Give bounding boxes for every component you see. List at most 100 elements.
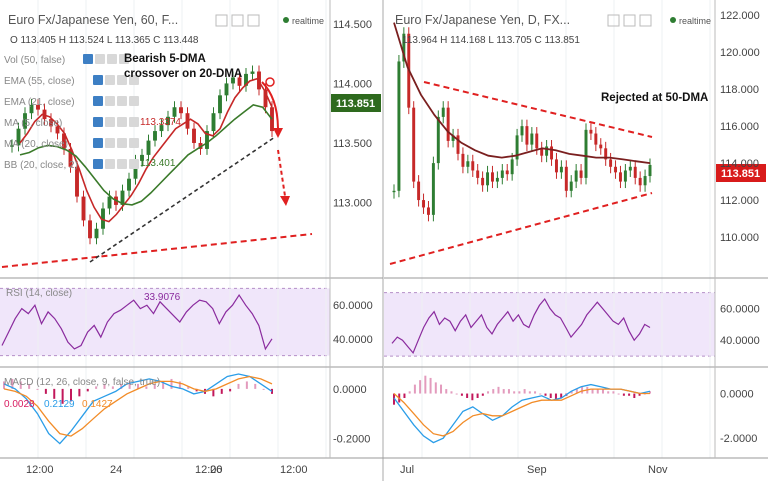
right-candle-body bbox=[431, 163, 435, 215]
left-indicator-control-icon bbox=[93, 117, 103, 127]
right-macd-hist-bar bbox=[513, 391, 516, 394]
right-macd-hist-bar bbox=[502, 389, 505, 394]
right-rsi-price-tick: 40.0000 bbox=[720, 335, 760, 347]
right-candle-body bbox=[633, 166, 637, 178]
bearish-annotation-line-2: crossover on 20-DMA bbox=[124, 68, 242, 80]
right-macd-hist-bar bbox=[460, 393, 463, 396]
left-candle-body bbox=[237, 77, 242, 86]
right-candle-body bbox=[505, 170, 509, 175]
right-price-tick: 114.000 bbox=[720, 158, 759, 170]
left-macd-hist-bar bbox=[162, 381, 165, 389]
right-macd-hist-bar bbox=[497, 386, 500, 394]
left-last-price-tag bbox=[331, 94, 381, 112]
left-signal-line bbox=[3, 375, 273, 437]
left-bearish-arrow-2 bbox=[277, 149, 286, 197]
left-candle-body bbox=[49, 119, 53, 127]
left-header-icon-1[interactable] bbox=[215, 14, 228, 27]
left-header-icon-3[interactable] bbox=[247, 14, 260, 27]
right-macd-hist-bar bbox=[601, 389, 604, 394]
right-candle-body bbox=[554, 159, 558, 173]
right-rsi-line bbox=[391, 297, 651, 355]
right-macd-hist-bar bbox=[445, 389, 448, 394]
left-macd-hist-bar bbox=[120, 383, 123, 389]
right-symbol-title: Euro Fx/Japanese Yen, D, FX... bbox=[395, 13, 570, 27]
right-macd-hist-bar bbox=[554, 393, 557, 401]
left-rsi-line bbox=[1, 294, 273, 351]
left-header-icon-2[interactable] bbox=[231, 14, 244, 27]
left-macd-hist-bar bbox=[128, 381, 131, 389]
right-macd-hist-bar bbox=[596, 389, 599, 394]
right-ma50-line bbox=[393, 22, 651, 164]
left-bearish-arrowhead-2 bbox=[280, 196, 290, 206]
right-macd-hist-bar bbox=[429, 377, 432, 394]
left-indicator-control-icon bbox=[129, 159, 139, 169]
left-macd-hist-value: 0.0028 bbox=[4, 399, 35, 410]
right-candle-body bbox=[436, 116, 440, 164]
right-candle-body bbox=[417, 181, 421, 201]
right-candle-body bbox=[515, 135, 519, 160]
left-indicator-control-icon bbox=[93, 138, 103, 148]
right-macd-hist-bar bbox=[403, 393, 406, 398]
left-price-tick: 114.500 bbox=[333, 19, 372, 31]
left-rising-trendline bbox=[89, 136, 276, 263]
right-candle-body bbox=[579, 170, 583, 178]
left-last-price: 113.851 bbox=[336, 98, 375, 110]
left-indicator-control-icon bbox=[105, 159, 115, 169]
left-time-tick: 24 bbox=[110, 464, 122, 476]
right-candle-body bbox=[495, 177, 499, 182]
left-macd-hist-bar bbox=[103, 383, 106, 389]
left-macd-line bbox=[3, 373, 273, 445]
left-candle-body bbox=[120, 190, 125, 205]
left-macd-hist-bar bbox=[36, 388, 39, 390]
left-macd-hist-bar bbox=[178, 381, 181, 389]
right-macd-hist-bar bbox=[622, 393, 625, 396]
bearish-annotation-line-1: Bearish 5-DMA bbox=[124, 53, 206, 65]
left-time-tick: 12:00 bbox=[280, 464, 308, 476]
left-candle-body bbox=[23, 113, 27, 129]
right-header-icon-3[interactable] bbox=[639, 14, 652, 27]
right-rsi-band bbox=[384, 292, 715, 357]
rejected-annotation: Rejected at 50-DMA bbox=[601, 92, 708, 104]
right-realtime-dot bbox=[670, 17, 676, 23]
right-time-tick: Nov bbox=[648, 464, 668, 476]
left-candle-body bbox=[231, 77, 235, 84]
right-macd-price-tick: -2.0000 bbox=[720, 433, 757, 445]
left-indicator-control-icon bbox=[117, 75, 127, 85]
right-candle-body bbox=[574, 170, 578, 182]
right-macd-hist-bar bbox=[466, 393, 469, 398]
right-candle-body bbox=[584, 129, 588, 178]
left-indicator-label: EMA (55, close) bbox=[4, 76, 75, 87]
right-macd-hist-bar bbox=[471, 393, 474, 401]
left-macd-hist-bar bbox=[3, 381, 5, 389]
left-indicator-control-icon bbox=[129, 117, 139, 127]
right-last-price: 113.851 bbox=[721, 168, 760, 180]
left-macd-hist-bar bbox=[11, 378, 14, 389]
right-candle-body bbox=[520, 126, 524, 136]
right-price-tick: 116.000 bbox=[720, 121, 759, 133]
right-macd-hist-bar bbox=[549, 393, 552, 398]
left-macd-hist-bar bbox=[262, 388, 265, 390]
right-header-icon-1[interactable] bbox=[607, 14, 620, 27]
right-header-icon-2[interactable] bbox=[623, 14, 636, 27]
left-rsi-value: 33.9076 bbox=[144, 292, 181, 303]
right-candle-body bbox=[559, 166, 563, 173]
right-macd-hist-bar bbox=[560, 393, 563, 398]
right-price-tick: 120.000 bbox=[720, 47, 760, 59]
left-indicator-control-icon bbox=[105, 75, 115, 85]
right-candle-body bbox=[550, 146, 554, 160]
right-time-tick: Sep bbox=[527, 464, 547, 476]
right-macd-hist-bar bbox=[455, 393, 458, 395]
left-candle-body bbox=[166, 116, 170, 126]
left-macd-line-value: 0.2129 bbox=[44, 399, 75, 410]
left-candle-body bbox=[36, 104, 40, 110]
left-indicator-label: BB (20, close, 2) bbox=[4, 160, 78, 171]
right-macd-hist-bar bbox=[628, 393, 631, 396]
right-candle-body bbox=[412, 107, 416, 182]
right-macd-hist-bar bbox=[575, 389, 578, 394]
left-candle-body bbox=[224, 83, 229, 96]
left-indicator-label: Vol (50, false) bbox=[4, 55, 65, 66]
left-candle-body bbox=[88, 220, 92, 239]
right-candle-body bbox=[397, 61, 401, 191]
right-candle-body bbox=[530, 133, 534, 145]
right-macd-hist-bar bbox=[393, 393, 395, 405]
